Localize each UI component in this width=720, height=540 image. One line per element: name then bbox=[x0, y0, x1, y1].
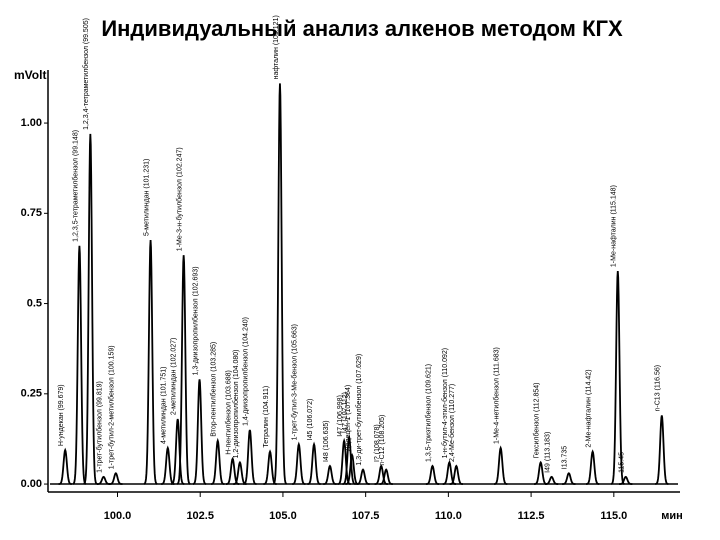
peak-label: I47 (106.998) bbox=[337, 395, 344, 437]
peak bbox=[176, 255, 191, 485]
peak-label: Н-ундекан (99.679) bbox=[58, 384, 65, 446]
peak bbox=[292, 441, 306, 485]
peak-label: 1-трет-бутил-3-Ме-бензол (105.663) bbox=[291, 324, 299, 440]
y-tick-label: 0.5 bbox=[27, 297, 42, 309]
peak-label: 2,4-Ме-бензол (110.277) bbox=[448, 384, 456, 462]
peak-label: Втор-пентилбензол (103.285) bbox=[210, 342, 218, 437]
peak-label: 1-трет-бутилбензол (99.819) bbox=[95, 381, 103, 473]
peak-label: I48 (106.635) bbox=[323, 420, 330, 462]
x-tick-label: 112.5 bbox=[518, 510, 545, 522]
peak-label: 1,2-диизопропилбензол (104.080) bbox=[232, 349, 240, 458]
peak-label: Додецен-1 (107.364) bbox=[345, 385, 352, 451]
peak bbox=[619, 475, 633, 485]
peak bbox=[72, 245, 87, 485]
peak-label: 1,3-диизопропилбензол (102.693) bbox=[191, 266, 199, 375]
chart-title: Индивидуальный анализ алкенов методом КГ… bbox=[101, 16, 623, 41]
peak bbox=[192, 379, 207, 485]
peak-label: 2-Ме-нафталин (114.42) bbox=[585, 369, 592, 447]
peak-label: I49 (113.183) bbox=[544, 432, 551, 473]
x-tick-label: 100.0 bbox=[104, 510, 132, 522]
peak-label: 1,2,3,5-тетраметилбензол (99.148) bbox=[71, 130, 79, 242]
x-tick-label: 102.5 bbox=[186, 510, 214, 522]
peak bbox=[171, 418, 185, 485]
peak-label: 1-Ме-нафталин (115.148) bbox=[611, 185, 618, 267]
peak-label: нафталин (105.121) bbox=[273, 15, 280, 79]
peak-label: 1-н-бутил-4-этил-бензол (110.092) bbox=[441, 348, 449, 459]
peak-label: 1-Ме-3-н-бутилбензол (102.247) bbox=[176, 147, 184, 251]
peak-label: 115.45 bbox=[619, 452, 626, 473]
peak bbox=[307, 441, 321, 485]
peak bbox=[585, 449, 600, 485]
peak bbox=[493, 445, 508, 485]
peak bbox=[562, 472, 576, 485]
peak-label: I45 (106.072) bbox=[307, 399, 314, 441]
peak bbox=[83, 133, 98, 485]
peak bbox=[379, 468, 393, 485]
peak bbox=[544, 475, 559, 485]
x-tick-label: 107.5 bbox=[352, 510, 380, 522]
peak-label: 1,2,3,4-тетраметилбензол (99.505) bbox=[82, 18, 90, 130]
peak bbox=[272, 83, 287, 485]
x-tick-label: 110.0 bbox=[435, 510, 462, 522]
y-axis-label: mVolt bbox=[14, 68, 46, 82]
peak bbox=[449, 464, 463, 485]
peak bbox=[342, 433, 356, 485]
peak-label: Гексилбензол (112.854) bbox=[533, 383, 541, 459]
x-tick-label: 105.0 bbox=[269, 510, 297, 522]
peak bbox=[109, 472, 123, 485]
peak bbox=[610, 271, 625, 485]
x-axis-label: мин bbox=[661, 510, 683, 522]
peak-label: n-C13 (116.56) bbox=[655, 365, 662, 412]
peak bbox=[243, 429, 257, 485]
peak bbox=[323, 464, 337, 485]
peak-label: 5-метилиндан (101.231) bbox=[143, 159, 150, 236]
peak bbox=[58, 447, 72, 485]
peak-label: 1,3-ди-трет-бутилбензол (107.629) bbox=[355, 354, 363, 466]
x-tick-label: 115.0 bbox=[600, 510, 627, 522]
peak bbox=[225, 456, 240, 485]
y-tick-label: 0.75 bbox=[21, 207, 42, 219]
peak bbox=[356, 468, 370, 485]
peak bbox=[425, 464, 440, 485]
peak bbox=[143, 239, 158, 485]
peak-label: 1,4-диизопропилбензол (104.240) bbox=[242, 317, 250, 426]
peak-label: 2-метилиндан (102.027) bbox=[171, 338, 178, 415]
y-tick-label: 0.00 bbox=[21, 478, 42, 490]
peak bbox=[655, 415, 669, 485]
peak bbox=[96, 475, 111, 485]
peak-label: 1,3,5-триэтилбензол (109.621) bbox=[424, 364, 432, 462]
peak-label: I47 (107.112) bbox=[342, 392, 349, 433]
peak bbox=[161, 445, 175, 485]
peak-label: 1-Ме-4-нетилбензол (111.683) bbox=[493, 347, 501, 444]
peak bbox=[374, 464, 388, 485]
peak-label: Н-пентилбензол (103.688) bbox=[224, 370, 232, 455]
peak-label: n-C12 (108.205) bbox=[379, 415, 386, 466]
peak-label: Тетралин (104.911) bbox=[263, 386, 270, 448]
y-tick-label: 0.25 bbox=[21, 388, 42, 400]
peak-label: 4-метилиндан (101.751) bbox=[161, 367, 168, 444]
peak-label: I? (108.078) bbox=[374, 424, 381, 462]
peak-label: 1-трет-бутил-2-метилбензол (100.159) bbox=[108, 345, 116, 469]
y-tick-label: 1.00 bbox=[21, 117, 42, 129]
peak bbox=[211, 437, 225, 485]
peak bbox=[442, 460, 457, 485]
peak-label: I13.735 bbox=[562, 446, 569, 469]
